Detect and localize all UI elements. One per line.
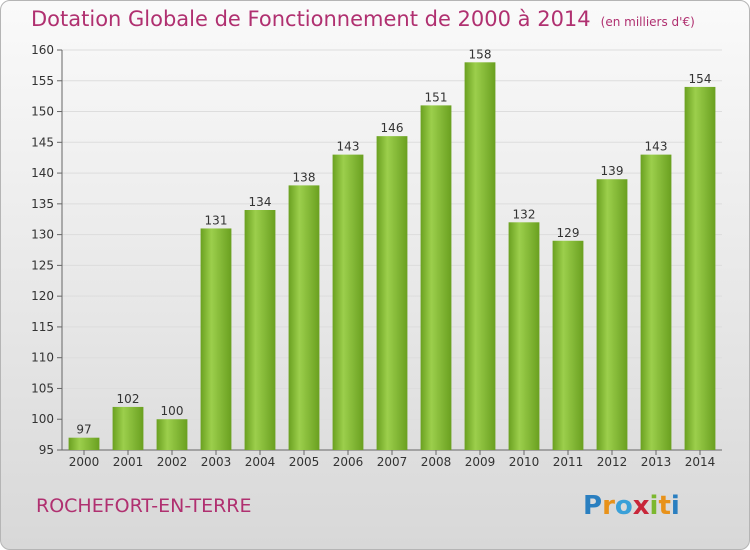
bar-value-label: 97 — [76, 423, 91, 437]
x-tick-label: 2000 — [69, 455, 100, 469]
x-tick-label: 2014 — [685, 455, 716, 469]
bar — [552, 240, 584, 450]
bar — [112, 406, 144, 450]
logo-letter: t — [658, 491, 671, 521]
y-tick-label: 100 — [31, 412, 54, 426]
logo-letter: o — [614, 491, 633, 521]
y-tick-label: 120 — [31, 289, 54, 303]
bar-value-label: 134 — [249, 195, 272, 209]
bar — [596, 179, 628, 450]
bar-value-label: 132 — [513, 207, 536, 221]
bar-value-label: 139 — [601, 164, 624, 178]
y-tick-label: 160 — [31, 43, 54, 57]
logo-letter: x — [632, 491, 650, 521]
bar-value-label: 143 — [337, 140, 360, 154]
x-tick-label: 2013 — [641, 455, 672, 469]
x-tick-label: 2003 — [201, 455, 232, 469]
x-tick-label: 2001 — [113, 455, 144, 469]
bar — [68, 437, 100, 450]
y-tick-label: 155 — [31, 74, 54, 88]
bar-value-label: 146 — [381, 121, 404, 135]
x-tick-label: 2010 — [509, 455, 540, 469]
logo-letter: i — [649, 491, 659, 521]
logo-letter: i — [670, 491, 680, 521]
x-tick-label: 2006 — [333, 455, 364, 469]
x-tick-label: 2012 — [597, 455, 628, 469]
proxiti-logo: Proxiti — [583, 491, 680, 521]
title-text: Dotation Globale de Fonctionnement de 20… — [31, 7, 591, 31]
y-tick-label: 145 — [31, 135, 54, 149]
x-tick-label: 2011 — [553, 455, 584, 469]
bar-value-label: 129 — [557, 226, 580, 240]
bar-value-label: 100 — [161, 404, 184, 418]
logo-letter: P — [583, 491, 603, 521]
bar — [464, 62, 496, 451]
chart-subtitle: (en milliers d'€) — [600, 15, 695, 29]
y-tick-label: 115 — [31, 320, 54, 334]
bar — [332, 154, 364, 450]
x-tick-label: 2005 — [289, 455, 320, 469]
y-tick-label: 150 — [31, 105, 54, 119]
y-tick-label: 135 — [31, 197, 54, 211]
bar — [200, 228, 232, 450]
bar-value-label: 151 — [425, 90, 448, 104]
x-tick-label: 2009 — [465, 455, 496, 469]
x-tick-label: 2002 — [157, 455, 188, 469]
bar-value-label: 131 — [205, 213, 228, 227]
bar — [376, 136, 408, 450]
commune-name: ROCHEFORT-EN-TERRE — [36, 495, 252, 517]
y-tick-label: 110 — [31, 351, 54, 365]
y-tick-label: 125 — [31, 258, 54, 272]
bar — [684, 86, 716, 450]
bar — [420, 105, 452, 450]
bar-value-label: 158 — [469, 47, 492, 61]
x-tick-label: 2004 — [245, 455, 276, 469]
bar — [508, 222, 540, 450]
bar-value-label: 143 — [645, 140, 668, 154]
bar-value-label: 102 — [117, 392, 140, 406]
bar-value-label: 154 — [689, 72, 712, 86]
y-tick-label: 140 — [31, 166, 54, 180]
logo-letter: r — [602, 491, 615, 521]
bar-value-label: 138 — [293, 170, 316, 184]
bar — [640, 154, 672, 450]
y-tick-label: 130 — [31, 228, 54, 242]
bar — [288, 185, 320, 450]
chart-title: Dotation Globale de Fonctionnement de 20… — [31, 7, 695, 31]
y-tick-label: 95 — [39, 443, 54, 457]
bar — [156, 419, 188, 450]
x-tick-label: 2007 — [377, 455, 408, 469]
bar — [244, 210, 276, 450]
y-tick-label: 105 — [31, 381, 54, 395]
x-tick-label: 2008 — [421, 455, 452, 469]
